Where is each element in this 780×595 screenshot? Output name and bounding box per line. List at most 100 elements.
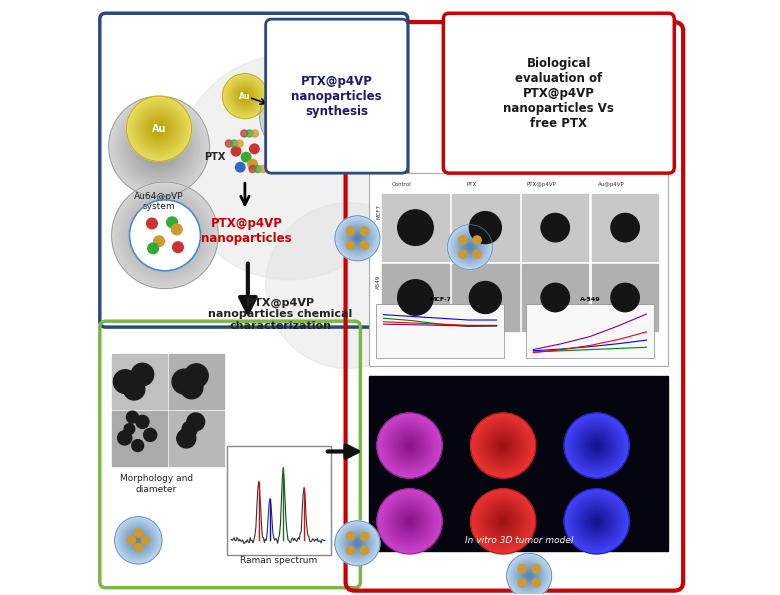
Circle shape xyxy=(289,107,308,127)
Circle shape xyxy=(349,534,367,552)
Bar xyxy=(382,195,448,261)
Circle shape xyxy=(123,525,154,556)
Circle shape xyxy=(573,497,621,546)
Circle shape xyxy=(136,124,182,169)
Circle shape xyxy=(491,434,515,457)
Circle shape xyxy=(128,198,202,273)
Circle shape xyxy=(128,98,190,159)
Circle shape xyxy=(273,92,323,142)
Circle shape xyxy=(456,234,484,261)
Circle shape xyxy=(237,88,253,104)
Circle shape xyxy=(470,212,502,243)
Circle shape xyxy=(123,378,145,400)
Circle shape xyxy=(398,280,433,315)
Circle shape xyxy=(135,537,142,544)
Circle shape xyxy=(349,536,365,551)
Circle shape xyxy=(502,519,505,523)
Circle shape xyxy=(241,152,251,162)
Circle shape xyxy=(392,428,427,464)
Circle shape xyxy=(154,225,176,246)
Circle shape xyxy=(396,433,423,459)
Circle shape xyxy=(154,124,164,134)
Text: Au64@pVP
system: Au64@pVP system xyxy=(134,192,184,211)
Circle shape xyxy=(448,226,491,268)
Circle shape xyxy=(580,505,613,538)
Circle shape xyxy=(589,513,604,530)
Circle shape xyxy=(516,562,543,589)
Circle shape xyxy=(292,111,304,123)
Circle shape xyxy=(275,94,321,140)
Bar xyxy=(227,446,331,555)
Circle shape xyxy=(473,416,533,475)
Circle shape xyxy=(126,411,138,423)
Circle shape xyxy=(453,230,487,264)
Circle shape xyxy=(587,512,607,531)
Circle shape xyxy=(487,505,519,538)
Text: In vitro 3D tumor model: In vitro 3D tumor model xyxy=(465,536,573,545)
Circle shape xyxy=(585,434,608,457)
Circle shape xyxy=(470,413,536,478)
Circle shape xyxy=(136,538,140,543)
Circle shape xyxy=(231,140,238,147)
Circle shape xyxy=(590,515,603,528)
Circle shape xyxy=(151,139,167,154)
Circle shape xyxy=(337,523,378,563)
Circle shape xyxy=(360,532,369,540)
Circle shape xyxy=(393,505,426,538)
Circle shape xyxy=(459,236,481,258)
Circle shape xyxy=(234,85,256,107)
Circle shape xyxy=(244,95,246,97)
Circle shape xyxy=(403,515,416,528)
Circle shape xyxy=(131,363,154,386)
Circle shape xyxy=(377,413,442,478)
Circle shape xyxy=(482,424,524,466)
Circle shape xyxy=(523,569,536,583)
Circle shape xyxy=(573,421,621,470)
Circle shape xyxy=(454,231,486,263)
Circle shape xyxy=(121,109,197,184)
Circle shape xyxy=(225,140,232,147)
Circle shape xyxy=(144,114,174,143)
Circle shape xyxy=(398,210,433,245)
Circle shape xyxy=(147,217,183,254)
Circle shape xyxy=(335,521,380,566)
Circle shape xyxy=(228,79,262,113)
Circle shape xyxy=(112,182,218,289)
Circle shape xyxy=(346,532,369,555)
Circle shape xyxy=(406,518,413,525)
Circle shape xyxy=(595,444,598,447)
Circle shape xyxy=(347,533,367,553)
Circle shape xyxy=(265,84,331,149)
Circle shape xyxy=(337,218,378,259)
Circle shape xyxy=(149,220,181,251)
Circle shape xyxy=(346,532,354,540)
Circle shape xyxy=(485,428,521,464)
Circle shape xyxy=(260,79,337,155)
Circle shape xyxy=(466,243,474,252)
Circle shape xyxy=(121,522,156,558)
Circle shape xyxy=(488,507,518,536)
Circle shape xyxy=(567,416,626,475)
Circle shape xyxy=(239,90,250,102)
Circle shape xyxy=(390,502,429,541)
Text: PTX@p4VP
nanoparticles
synthesis: PTX@p4VP nanoparticles synthesis xyxy=(292,74,382,118)
Circle shape xyxy=(574,499,619,544)
Circle shape xyxy=(508,555,551,595)
Circle shape xyxy=(484,426,523,465)
Circle shape xyxy=(108,96,209,197)
Circle shape xyxy=(582,507,612,536)
Circle shape xyxy=(240,92,250,101)
Circle shape xyxy=(254,165,261,173)
Circle shape xyxy=(398,510,421,533)
Circle shape xyxy=(592,516,601,526)
Circle shape xyxy=(128,530,149,551)
Circle shape xyxy=(569,494,624,549)
Circle shape xyxy=(222,74,268,118)
Circle shape xyxy=(277,96,319,138)
Circle shape xyxy=(341,527,374,560)
Bar xyxy=(522,264,588,331)
Circle shape xyxy=(232,84,257,108)
Circle shape xyxy=(512,559,546,593)
Circle shape xyxy=(459,250,467,258)
Circle shape xyxy=(271,90,325,144)
